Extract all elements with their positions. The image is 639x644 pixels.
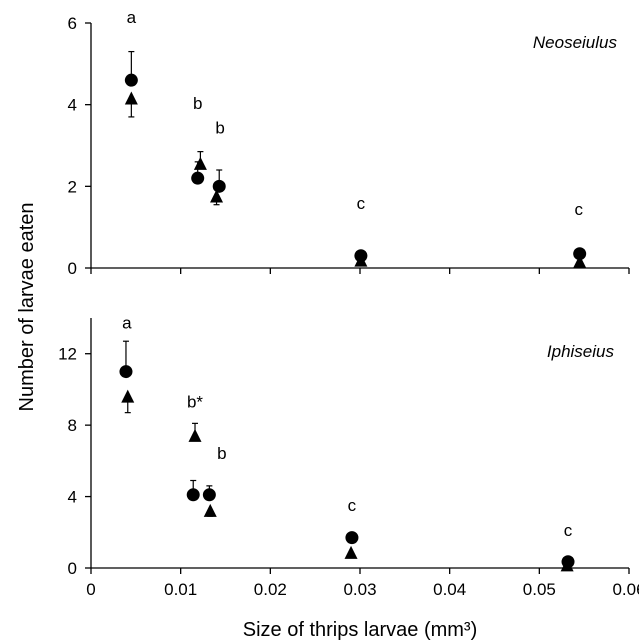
x-tick-label: 0.05 bbox=[523, 580, 556, 599]
data-point-circle bbox=[119, 365, 133, 379]
x-tick-label: 0 bbox=[86, 580, 95, 599]
significance-label: c bbox=[357, 194, 366, 213]
significance-label: c bbox=[564, 521, 573, 540]
data-point-circle bbox=[191, 171, 205, 185]
significance-label: a bbox=[122, 314, 132, 333]
panel-title-bottom: Iphiseius bbox=[547, 342, 615, 361]
y-tick-label: 6 bbox=[68, 14, 77, 33]
significance-label: b bbox=[217, 444, 226, 463]
significance-label: b* bbox=[187, 392, 203, 411]
data-point-circle bbox=[573, 247, 587, 261]
y-tick-label: 4 bbox=[68, 488, 77, 507]
x-tick-label: 0.01 bbox=[164, 580, 197, 599]
data-point-circle bbox=[186, 488, 200, 502]
data-point-triangle bbox=[121, 389, 135, 403]
data-point-triangle bbox=[210, 189, 224, 203]
y-tick-label: 2 bbox=[68, 177, 77, 196]
significance-label: b bbox=[215, 118, 224, 137]
significance-label: c bbox=[575, 200, 584, 219]
data-point-circle bbox=[345, 531, 359, 545]
data-point-triangle bbox=[124, 91, 138, 105]
panel-title-top: Neoseiulus bbox=[533, 33, 618, 52]
x-tick-label: 0.03 bbox=[343, 580, 376, 599]
y-tick-label: 12 bbox=[58, 345, 77, 364]
x-tick-label: 0.02 bbox=[254, 580, 287, 599]
x-axis-title: Size of thrips larvae (mm³) bbox=[243, 619, 478, 641]
y-axis-title: Number of larvae eaten bbox=[16, 202, 38, 411]
data-point-triangle bbox=[344, 545, 358, 559]
data-point-triangle bbox=[203, 503, 217, 517]
data-point-triangle bbox=[188, 428, 202, 442]
y-tick-label: 0 bbox=[68, 559, 77, 578]
y-tick-label: 0 bbox=[68, 259, 77, 278]
data-point-circle bbox=[202, 488, 216, 502]
x-tick-label: 0.04 bbox=[433, 580, 466, 599]
data-point-triangle bbox=[560, 558, 574, 572]
data-point-circle bbox=[212, 179, 226, 193]
significance-label: a bbox=[127, 8, 137, 27]
x-tick-label: 0.06 bbox=[612, 580, 639, 599]
y-tick-label: 8 bbox=[68, 416, 77, 435]
data-point-triangle bbox=[354, 253, 368, 267]
data-point-triangle bbox=[193, 156, 207, 170]
data-point-circle bbox=[124, 73, 138, 87]
data-point-triangle bbox=[573, 254, 587, 268]
significance-label: b bbox=[193, 94, 202, 113]
y-tick-label: 4 bbox=[68, 96, 77, 115]
significance-label: c bbox=[348, 496, 357, 515]
